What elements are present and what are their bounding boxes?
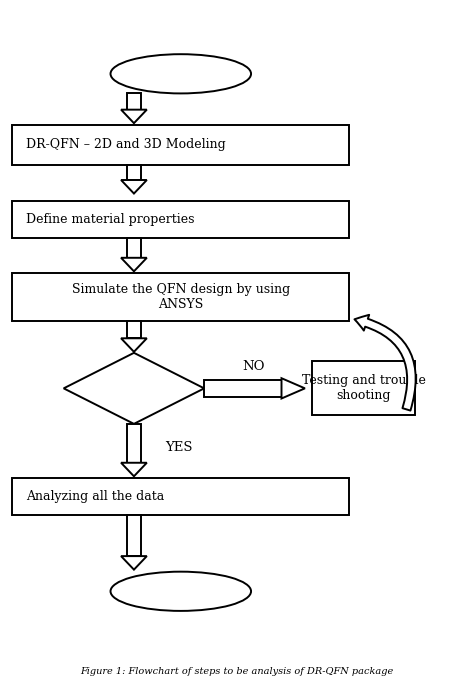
Polygon shape bbox=[204, 380, 282, 397]
Text: NO: NO bbox=[242, 359, 264, 372]
Polygon shape bbox=[121, 463, 147, 476]
FancyArrowPatch shape bbox=[355, 315, 416, 411]
Polygon shape bbox=[121, 556, 147, 569]
Polygon shape bbox=[121, 110, 147, 123]
Text: Analyzing all the data: Analyzing all the data bbox=[26, 490, 164, 503]
FancyBboxPatch shape bbox=[312, 361, 415, 415]
Polygon shape bbox=[121, 338, 147, 352]
Polygon shape bbox=[127, 321, 141, 338]
Text: Define material properties: Define material properties bbox=[26, 213, 195, 226]
Text: DR-QFN – 2D and 3D Modeling: DR-QFN – 2D and 3D Modeling bbox=[26, 138, 226, 151]
Polygon shape bbox=[127, 424, 141, 463]
Text: YES: YES bbox=[164, 441, 192, 454]
FancyBboxPatch shape bbox=[12, 273, 349, 321]
Ellipse shape bbox=[110, 54, 251, 93]
Ellipse shape bbox=[110, 572, 251, 611]
Polygon shape bbox=[127, 238, 141, 258]
Polygon shape bbox=[121, 180, 147, 194]
Polygon shape bbox=[64, 353, 204, 424]
Polygon shape bbox=[127, 165, 141, 180]
FancyBboxPatch shape bbox=[12, 478, 349, 515]
FancyBboxPatch shape bbox=[12, 201, 349, 238]
Text: Figure 1: Flowchart of steps to be analysis of DR-QFN package: Figure 1: Flowchart of steps to be analy… bbox=[81, 667, 393, 676]
FancyBboxPatch shape bbox=[12, 125, 349, 165]
Text: Testing and trouble
shooting: Testing and trouble shooting bbox=[301, 374, 426, 402]
Polygon shape bbox=[121, 258, 147, 271]
Polygon shape bbox=[127, 515, 141, 556]
Text: Simulate the QFN design by using
ANSYS: Simulate the QFN design by using ANSYS bbox=[72, 283, 290, 311]
Polygon shape bbox=[282, 379, 305, 398]
Polygon shape bbox=[127, 93, 141, 110]
